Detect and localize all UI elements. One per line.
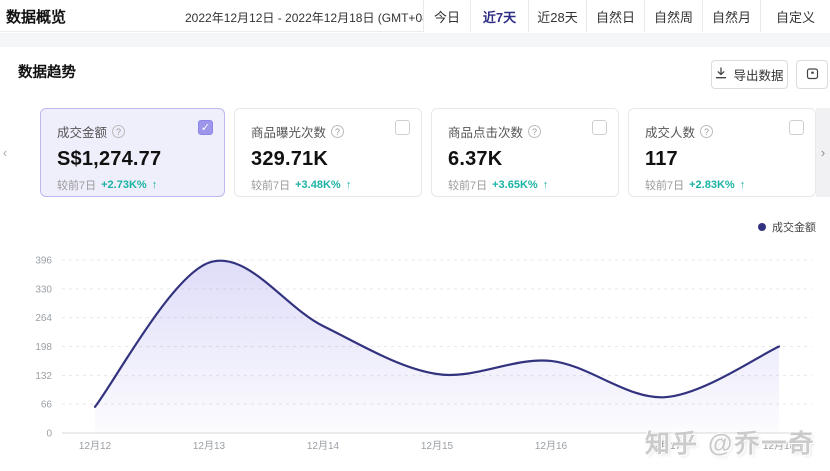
svg-text:12月12: 12月12 [79, 440, 112, 452]
svg-text:132: 132 [35, 371, 52, 382]
up-arrow-icon: ↑ [542, 179, 549, 191]
card-clicks-checkbox[interactable] [592, 120, 607, 135]
calendar-icon [806, 67, 819, 83]
card-impressions-value: 329.71K [251, 148, 329, 170]
export-data-label: 导出数据 [733, 69, 784, 83]
table-view-button[interactable] [796, 60, 828, 89]
watermark: 知乎 @乔一奇 [645, 430, 816, 458]
date-range-label: 2022年12月12日 - 2022年12月18日 (GMT+08:00) [185, 11, 450, 25]
compare-label: 较前7日 [57, 180, 97, 192]
compare-label: 较前7日 [645, 180, 685, 192]
delta-value: +2.73K% [101, 179, 147, 191]
page-title: 数据概览 [6, 9, 67, 26]
chevron-left-icon: ‹ [2, 145, 8, 160]
svg-text:396: 396 [35, 256, 52, 267]
legend-label: 成交金额 [772, 222, 816, 234]
tab-custom[interactable]: 自定义 [760, 0, 830, 32]
compare-label: 较前7日 [448, 180, 488, 192]
card-gmv-title: 成交金额 [57, 126, 108, 140]
svg-text:12月18: 12月18 [763, 440, 796, 452]
svg-text:12月15: 12月15 [421, 440, 454, 452]
header-divider-band [0, 33, 830, 47]
card-clicks-title: 商品点击次数 [448, 126, 524, 140]
tab-natural-day[interactable]: 自然日 [586, 0, 644, 32]
metric-cards-row: ‹ 成交金额 ? ✓ S$1,274.77 较前7日 +2.73K% ↑ 商品曝… [0, 108, 830, 197]
download-icon [715, 67, 727, 82]
tab-natural-week[interactable]: 自然周 [644, 0, 702, 32]
help-icon[interactable]: ? [331, 125, 345, 138]
tab-today[interactable]: 今日 [423, 0, 470, 32]
up-arrow-icon: ↑ [151, 179, 158, 191]
compare-label: 较前7日 [251, 180, 291, 192]
svg-text:330: 330 [35, 284, 52, 295]
time-range-tabs: 今日 近7天 近28天 自然日 自然周 自然月 自定义 [423, 0, 830, 32]
svg-text:264: 264 [35, 313, 52, 324]
card-clicks[interactable]: 商品点击次数 ? 6.37K 较前7日 +3.65K% ↑ [431, 108, 619, 197]
tab-natural-month[interactable]: 自然月 [702, 0, 760, 32]
delta-value: +2.83K% [689, 179, 735, 191]
chart-legend: 成交金额 [758, 219, 816, 235]
up-arrow-icon: ↑ [739, 179, 746, 191]
card-buyers-value: 117 [645, 148, 678, 170]
svg-text:12月13: 12月13 [193, 440, 226, 452]
card-impressions[interactable]: 商品曝光次数 ? 329.71K 较前7日 +3.48K% ↑ [234, 108, 422, 197]
svg-text:66: 66 [41, 400, 53, 411]
card-gmv-checkbox[interactable]: ✓ [198, 120, 213, 135]
card-impressions-title: 商品曝光次数 [251, 126, 327, 140]
svg-text:198: 198 [35, 342, 52, 353]
svg-text:12月14: 12月14 [307, 440, 340, 452]
export-data-button[interactable]: 导出数据 [711, 60, 788, 89]
top-header-bar: 数据概览 2022年12月12日 - 2022年12月18日 (GMT+08:0… [0, 0, 830, 32]
delta-value: +3.65K% [492, 179, 538, 191]
help-icon[interactable]: ? [112, 125, 126, 138]
svg-text:12月16: 12月16 [535, 440, 568, 452]
card-buyers-title: 成交人数 [645, 126, 696, 140]
card-impressions-checkbox[interactable] [395, 120, 410, 135]
card-buyers-checkbox[interactable] [789, 120, 804, 135]
delta-value: +3.48K% [295, 179, 341, 191]
card-clicks-value: 6.37K [448, 148, 503, 170]
help-icon[interactable]: ? [528, 125, 542, 138]
svg-text:12月17: 12月17 [649, 440, 682, 452]
legend-dot-icon [758, 223, 766, 231]
up-arrow-icon: ↑ [345, 179, 352, 191]
tab-last28days[interactable]: 近28天 [528, 0, 586, 32]
svg-text:0: 0 [46, 429, 52, 440]
card-buyers[interactable]: 成交人数 ? 117 较前7日 +2.83K% ↑ [628, 108, 816, 197]
cards-prev-button[interactable]: ‹ [0, 108, 10, 197]
cards-next-button[interactable]: › [816, 108, 830, 197]
chevron-right-icon: › [820, 145, 826, 160]
card-gmv-value: S$1,274.77 [57, 148, 162, 170]
help-icon[interactable]: ? [700, 125, 714, 138]
trend-area-chart: 0 66 132 198 264 330 396 12月12 12月13 12月14 12月15 12… [35, 256, 812, 452]
card-gmv[interactable]: 成交金额 ? ✓ S$1,274.77 较前7日 +2.73K% ↑ [40, 108, 225, 197]
section-title: 数据趋势 [18, 65, 76, 81]
tab-last7days[interactable]: 近7天 [470, 0, 528, 32]
